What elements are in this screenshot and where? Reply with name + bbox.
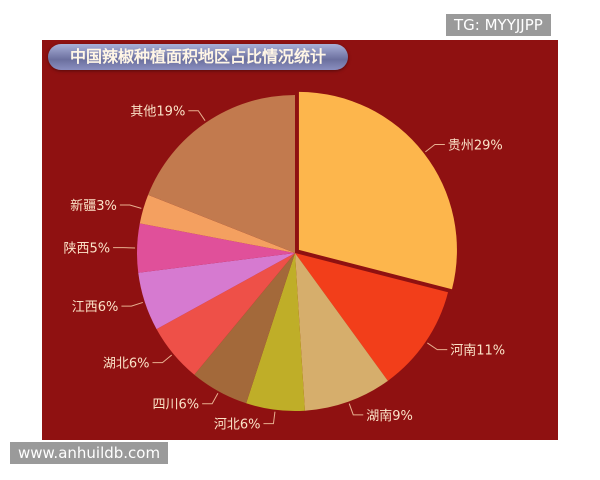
leader-line xyxy=(202,392,219,405)
slice-label: 湖北6% xyxy=(103,357,150,372)
watermark-bottom: www.anhuildb.com xyxy=(10,442,169,464)
slice-label: 湖南9% xyxy=(366,408,413,424)
slice-label: 河北6% xyxy=(214,418,261,433)
pie-slice-贵州 xyxy=(298,91,457,290)
leader-line xyxy=(427,342,448,351)
pie-slice-其他 xyxy=(148,95,295,253)
slice-label: 贵州29% xyxy=(448,139,503,154)
leader-line xyxy=(188,110,206,121)
slice-label: 其他19% xyxy=(130,105,185,120)
leader-line xyxy=(425,144,445,153)
pie-slice-江西 xyxy=(138,253,295,330)
slice-label: 新疆3% xyxy=(70,198,117,214)
leader-line xyxy=(119,204,142,209)
watermark-top: TG: MYYJJPP xyxy=(446,14,551,36)
slice-label: 河南11% xyxy=(450,343,505,359)
slice-label: 陕西5% xyxy=(63,242,110,257)
pie-slice-湖北 xyxy=(156,253,295,375)
slice-label: 江西6% xyxy=(72,300,119,315)
pie-slice-河北 xyxy=(246,253,305,412)
pie-slice-四川 xyxy=(194,253,295,404)
pie-slice-河南 xyxy=(295,253,449,381)
chart-title: 中国辣椒种植面积地区占比情况统计 xyxy=(48,44,348,70)
pie-slice-新疆 xyxy=(139,194,295,253)
leader-line xyxy=(152,354,173,364)
pie-slice-陕西 xyxy=(137,223,295,273)
pie-slice-湖南 xyxy=(295,253,388,411)
leader-line xyxy=(263,411,276,425)
leader-line xyxy=(121,301,143,307)
slice-label: 四川6% xyxy=(153,398,200,413)
leader-line xyxy=(348,403,364,416)
